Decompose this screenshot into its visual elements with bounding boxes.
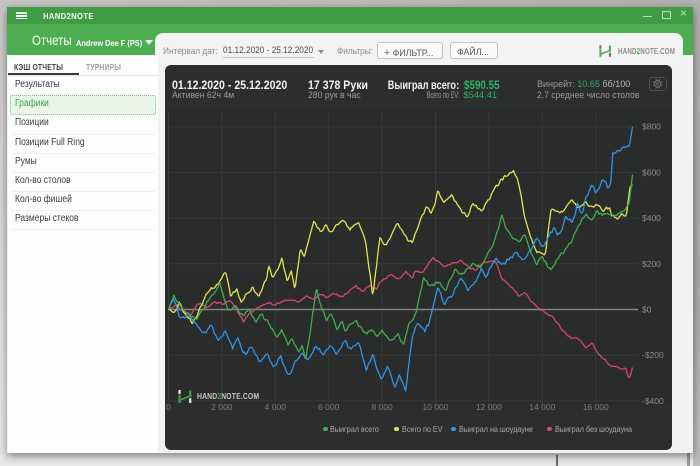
svg-text:6 000: 6 000	[318, 402, 340, 412]
svg-text:$200: $200	[642, 259, 661, 269]
svg-text:12 000: 12 000	[476, 402, 502, 412]
svg-text:14 000: 14 000	[529, 402, 555, 412]
svg-text:-$200: -$200	[642, 350, 664, 360]
svg-text:10 000: 10 000	[423, 402, 449, 412]
svg-text:-$400: -$400	[642, 396, 664, 406]
svg-text:$0: $0	[642, 305, 652, 315]
svg-text:4 000: 4 000	[265, 402, 287, 412]
svg-text:0: 0	[166, 402, 171, 412]
svg-text:16 000: 16 000	[583, 402, 609, 412]
svg-text:2 000: 2 000	[211, 402, 233, 412]
svg-text:$800: $800	[642, 122, 661, 132]
svg-text:8 000: 8 000	[371, 402, 393, 412]
svg-text:$400: $400	[642, 213, 661, 223]
svg-text:$600: $600	[642, 167, 661, 177]
